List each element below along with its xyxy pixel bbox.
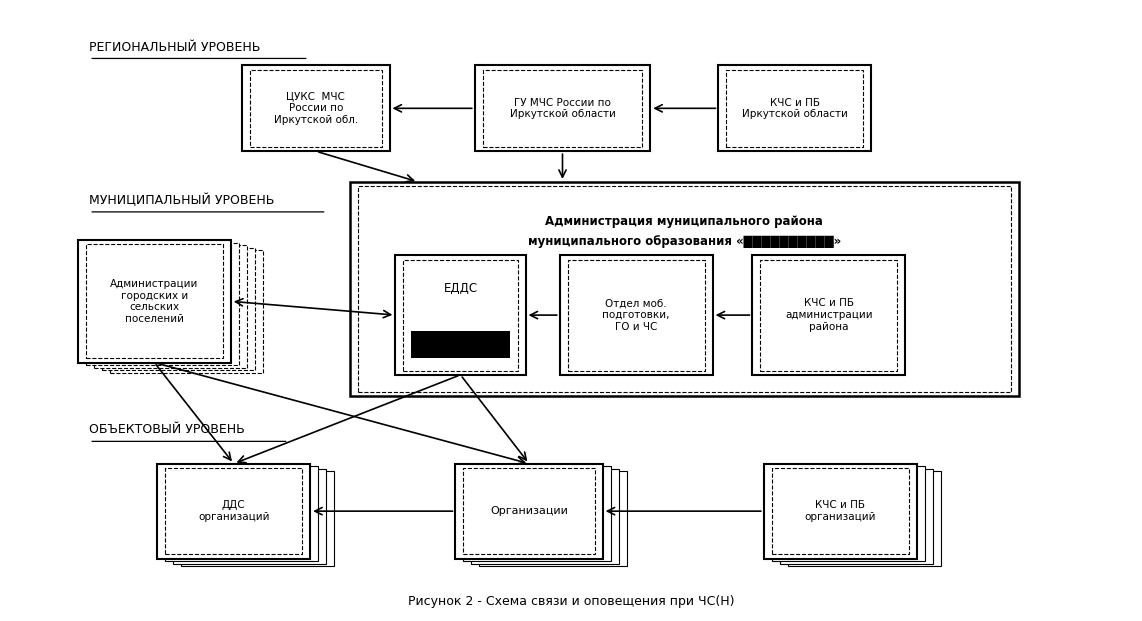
Bar: [772, 468, 909, 555]
Bar: [772, 466, 925, 561]
Bar: [110, 250, 263, 373]
Bar: [86, 244, 223, 358]
Bar: [480, 471, 627, 566]
Text: ОБЪЕКТОВЫЙ УРОВЕНЬ: ОБЪЕКТОВЫЙ УРОВЕНЬ: [89, 424, 244, 437]
Bar: [472, 469, 619, 564]
Text: Отдел моб.
подготовки,
ГО и ЧС: Отдел моб. подготовки, ГО и ЧС: [603, 299, 670, 332]
Text: Администрация муниципального района: Администрация муниципального района: [546, 215, 823, 228]
Text: КЧС и ПБ
администрации
района: КЧС и ПБ администрации района: [785, 299, 872, 332]
Bar: [411, 332, 509, 358]
Bar: [560, 255, 713, 375]
Bar: [403, 260, 517, 371]
Bar: [94, 245, 247, 368]
Bar: [395, 255, 525, 375]
Text: Организации: Организации: [490, 506, 568, 516]
Bar: [761, 260, 898, 371]
Bar: [568, 260, 705, 371]
Bar: [166, 466, 319, 561]
Text: Рисунок 2 - Схема связи и оповещения при ЧС(Н): Рисунок 2 - Схема связи и оповещения при…: [408, 595, 734, 608]
Bar: [475, 65, 650, 151]
Bar: [483, 70, 643, 147]
Text: МУНИЦИПАЛЬНЫЙ УРОВЕНЬ: МУНИЦИПАЛЬНЫЙ УРОВЕНЬ: [89, 194, 274, 207]
Text: РЕГИОНАЛЬНЫЙ УРОВЕНЬ: РЕГИОНАЛЬНЫЙ УРОВЕНЬ: [89, 40, 260, 53]
Bar: [166, 468, 303, 555]
Bar: [242, 65, 389, 151]
Bar: [726, 70, 863, 147]
Bar: [250, 70, 381, 147]
Text: ГУ МЧС России по
Иркутской области: ГУ МЧС России по Иркутской области: [509, 97, 616, 119]
Bar: [464, 468, 595, 555]
Bar: [78, 240, 231, 363]
Bar: [780, 469, 933, 564]
Bar: [349, 182, 1019, 396]
Bar: [788, 471, 941, 566]
Bar: [753, 255, 906, 375]
Bar: [86, 243, 239, 365]
Text: муниципального образования «██████████»: муниципального образования «██████████»: [528, 235, 841, 248]
Text: ЕДДС: ЕДДС: [443, 283, 477, 296]
Bar: [182, 471, 335, 566]
Text: ДДС
организаций: ДДС организаций: [198, 501, 270, 522]
Text: КЧС и ПБ
организаций: КЧС и ПБ организаций: [804, 501, 876, 522]
Bar: [102, 248, 255, 370]
Bar: [174, 469, 327, 564]
Bar: [464, 466, 611, 561]
Text: КЧС и ПБ
Иркутской области: КЧС и ПБ Иркутской области: [742, 97, 847, 119]
Bar: [764, 464, 917, 559]
Bar: [158, 464, 311, 559]
Bar: [456, 464, 603, 559]
Text: ЦУКС  МЧС
России по
Иркутской обл.: ЦУКС МЧС России по Иркутской обл.: [274, 92, 359, 125]
Text: Администрации
городских и
сельских
поселений: Администрации городских и сельских посел…: [110, 279, 199, 324]
Bar: [718, 65, 871, 151]
Bar: [357, 186, 1011, 392]
